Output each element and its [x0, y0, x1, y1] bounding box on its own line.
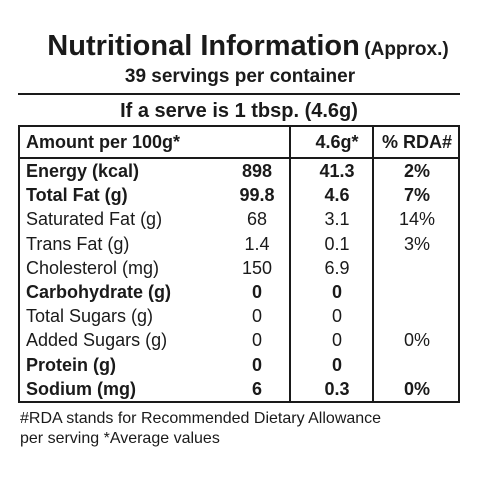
table-row: Cholesterol (mg) 150 6.9 — [20, 257, 458, 280]
footnote: #RDA stands for Recommended Dietary Allo… — [20, 409, 470, 449]
nutrient-label: Protein (g) — [26, 354, 116, 375]
value-per-100g: 0 — [251, 282, 262, 302]
footnote-average: per serving *Average values — [20, 430, 220, 447]
table-row: Saturated Fat (g) 68 3.1 14% — [20, 208, 458, 231]
title-approx: (Approx.) — [364, 39, 449, 60]
value-per-serve: 3.1 — [324, 209, 350, 230]
value-per-100g: 0 — [251, 330, 262, 351]
value-per-serve: 4.6 — [324, 185, 350, 206]
value-per-serve: 6.9 — [324, 257, 350, 278]
value-per-serve: 0 — [331, 282, 342, 302]
value-rda: 0% — [403, 330, 430, 351]
table-row: Protein (g) 0 0 — [20, 354, 458, 377]
value-rda: 2% — [403, 161, 430, 181]
value-rda: 14% — [398, 209, 436, 230]
nutrient-label: Total Sugars (g) — [26, 306, 154, 327]
value-rda: 7% — [403, 185, 430, 206]
value-per-100g: 898 — [241, 161, 273, 181]
nutrient-label: Carbohydrate (g) — [26, 282, 172, 302]
nutrient-label: Trans Fat (g) — [26, 233, 130, 254]
nutrient-label: Energy (kcal) — [26, 161, 140, 181]
table-row: Total Sugars (g) 0 0 — [20, 305, 458, 328]
value-per-100g: 1.4 — [244, 233, 270, 254]
table-header-row: Amount per 100g* 4.6g* % RDA# — [20, 131, 458, 154]
serve-size: If a serve is 1 tbsp. (4.6g) — [18, 93, 460, 126]
value-per-100g: 0 — [251, 306, 262, 327]
table-row: Trans Fat (g) 1.4 0.1 3% — [20, 233, 458, 256]
column-divider — [289, 127, 291, 401]
value-per-serve: 0 — [331, 306, 342, 327]
value-per-serve: 0 — [331, 354, 342, 375]
value-per-100g: 68 — [246, 209, 268, 230]
nutrient-label: Cholesterol (mg) — [26, 257, 160, 278]
nutrient-label: Total Fat (g) — [26, 185, 128, 206]
header-rda: % RDA# — [381, 132, 452, 152]
value-rda: 3% — [403, 233, 430, 254]
header-per-serve: 4.6g* — [315, 132, 359, 152]
nutrient-label: Added Sugars (g) — [26, 330, 168, 351]
value-per-100g: 0 — [251, 354, 262, 375]
footnote-rda: #RDA stands for Recommended Dietary Allo… — [20, 410, 382, 427]
title-main: Nutritional Information — [47, 30, 360, 62]
header-divider — [20, 157, 458, 159]
nutrition-table: Amount per 100g* 4.6g* % RDA# Energy (kc… — [18, 125, 460, 403]
table-row: Energy (kcal) 898 41.3 2% — [20, 160, 458, 183]
servings-per-container: 39 servings per container — [124, 66, 356, 87]
value-per-serve: 0 — [331, 330, 342, 351]
column-divider — [372, 127, 374, 401]
value-per-100g: 99.8 — [239, 185, 275, 206]
nutrient-label: Saturated Fat (g) — [26, 209, 163, 230]
value-rda: 0% — [403, 378, 430, 399]
value-per-serve: 0.1 — [324, 233, 350, 254]
header-amount-per-100g: Amount per 100g* — [26, 132, 181, 152]
table-row: Carbohydrate (g) 0 0 — [20, 281, 458, 304]
value-per-serve: 0.3 — [324, 378, 350, 399]
nutrient-label: Sodium (mg) — [26, 378, 136, 399]
table-row: Sodium (mg) 6 0.3 0% — [20, 378, 458, 401]
value-per-100g: 6 — [251, 378, 262, 399]
value-per-serve: 41.3 — [319, 161, 355, 181]
label-title: Nutritional Information (Approx.) — [0, 30, 480, 63]
table-row: Added Sugars (g) 0 0 0% — [20, 329, 458, 352]
value-per-100g: 150 — [241, 257, 273, 278]
table-row: Total Fat (g) 99.8 4.6 7% — [20, 184, 458, 207]
